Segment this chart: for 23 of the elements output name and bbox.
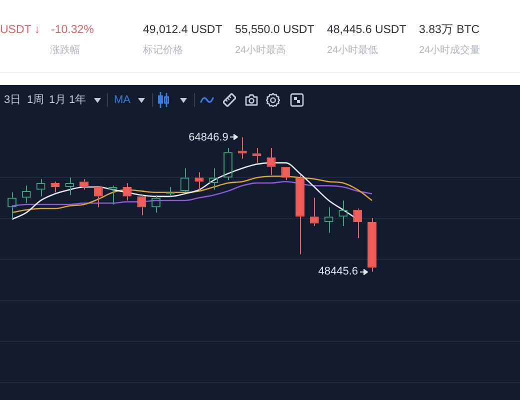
candlestick (238, 136, 247, 160)
text: 涨跌幅 (50, 44, 80, 58)
text: 48,445.6 USDT (327, 23, 406, 38)
annotation: 64846.9 (188, 131, 228, 144)
text: 3日 (4, 93, 22, 108)
text: 49,012.4 USDT (143, 23, 222, 38)
text: USDT ↓ (0, 23, 40, 38)
text: 55,550.0 USDT (235, 23, 314, 38)
text: 3.83万 BTC (419, 23, 480, 38)
text: MA (114, 93, 130, 108)
candlestick (296, 174, 304, 255)
candlestick (368, 217, 376, 272)
text: 24小时成交量 (419, 44, 480, 58)
text: -10.32% (51, 23, 94, 38)
text: 1年 (69, 93, 86, 108)
text: 24小时最低 (327, 44, 378, 58)
text: 标记价格 (143, 44, 183, 58)
candlestick (194, 172, 204, 190)
candlestick (50, 181, 60, 193)
annotation: 48445.6 (318, 266, 358, 278)
text: 1月 (49, 93, 66, 108)
text: 1周 (27, 93, 44, 108)
text: 24小时最高 (235, 44, 286, 58)
